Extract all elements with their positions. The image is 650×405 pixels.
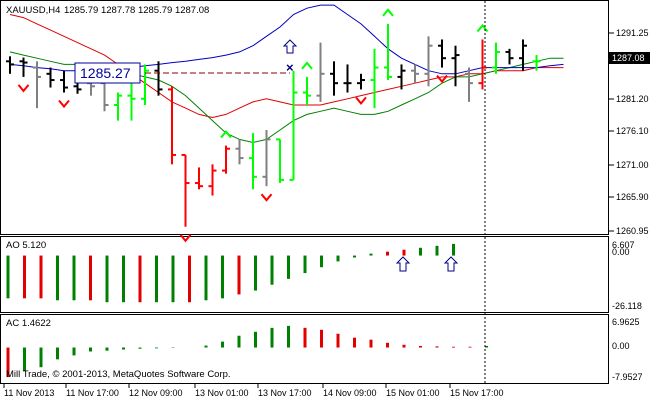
cross-marker: × — [286, 60, 294, 75]
ao-up-arrow-icon — [395, 256, 411, 272]
fractal-up-arrow — [220, 130, 232, 139]
x-tick-label: 12 Nov 09:00 — [129, 388, 183, 398]
y-tick-label: 1260.95 — [616, 226, 649, 236]
x-tick-label: 13 Nov 01:00 — [195, 388, 249, 398]
fractal-down-arrow — [355, 96, 367, 105]
x-tick-label: 11 Nov 17:00 — [66, 388, 119, 398]
x-axis-ticks: 11 Nov 2013 11 Nov 17:00 12 Nov 09:00 13 No… — [3, 384, 504, 398]
price-tag: 1287.08 — [612, 53, 645, 63]
y-tick-label: 1276.10 — [616, 126, 649, 136]
ac-y-tick-label: 0.00 — [612, 341, 630, 351]
main-pane-frame — [0, 0, 609, 235]
price-tag-box — [609, 52, 650, 64]
ohlc-header: 1285.79 1287.78 1285.79 1287.08 — [64, 5, 209, 16]
fractal-down-arrow — [17, 84, 30, 93]
price-bars — [6, 23, 541, 227]
y-tick-label: 1271.00 — [616, 160, 649, 170]
y-axis-ticks: 1291.25 1281.20 1276.10 1271.00 1265.90 1260.… — [609, 28, 649, 382]
fractal-up-arrow — [476, 23, 489, 33]
ao-histogram — [6, 243, 459, 303]
y-tick-label: 1265.90 — [616, 192, 649, 202]
ac-y-tick-label: -7.9527 — [612, 372, 643, 382]
fractal-up-arrow — [382, 8, 394, 17]
ac-y-tick-label: 6.9625 — [612, 317, 640, 327]
x-tick-label: 15 Nov 17:00 — [450, 388, 504, 398]
x-tick-label: 11 Nov 2013 — [4, 388, 54, 398]
buy-arrow-icon — [282, 39, 298, 54]
ac-label: AC 1.4622 — [6, 318, 51, 329]
ac-pane-frame — [0, 314, 609, 384]
symbol-header: XAUUSD,H4 — [6, 5, 60, 16]
ac-histogram — [6, 325, 488, 378]
fractal-down-arrow — [436, 74, 448, 84]
ao-label: AO 5.120 — [6, 240, 46, 251]
y-tick-label: 1291.25 — [616, 28, 649, 38]
x-tick-label: 14 Nov 09:00 — [323, 388, 377, 398]
fractal-down-arrow — [260, 193, 273, 202]
ao-pane-frame — [0, 236, 609, 313]
ma-red-line — [9, 14, 564, 119]
x-tick-label: 15 Nov 01:00 — [386, 388, 440, 398]
copyright-text: Mill Trade, © 2001-2013, MetaQuotes Soft… — [6, 369, 231, 380]
ao-up-arrow-icon — [443, 256, 459, 272]
fractal-up-arrow — [301, 61, 313, 70]
fractal-down-arrow — [179, 234, 192, 243]
callout-box — [74, 62, 141, 84]
ao-y-tick-label: 0.00 — [612, 247, 630, 257]
ao-y-tick-label: 6.607 — [612, 240, 635, 250]
fractal-down-arrow — [58, 99, 70, 109]
x-tick-label: 13 Nov 17:00 — [258, 388, 312, 398]
ao-y-tick-label: -26.118 — [612, 301, 642, 311]
y-tick-label: 1281.20 — [616, 94, 649, 104]
callout-price: 1285.27 — [80, 65, 131, 81]
